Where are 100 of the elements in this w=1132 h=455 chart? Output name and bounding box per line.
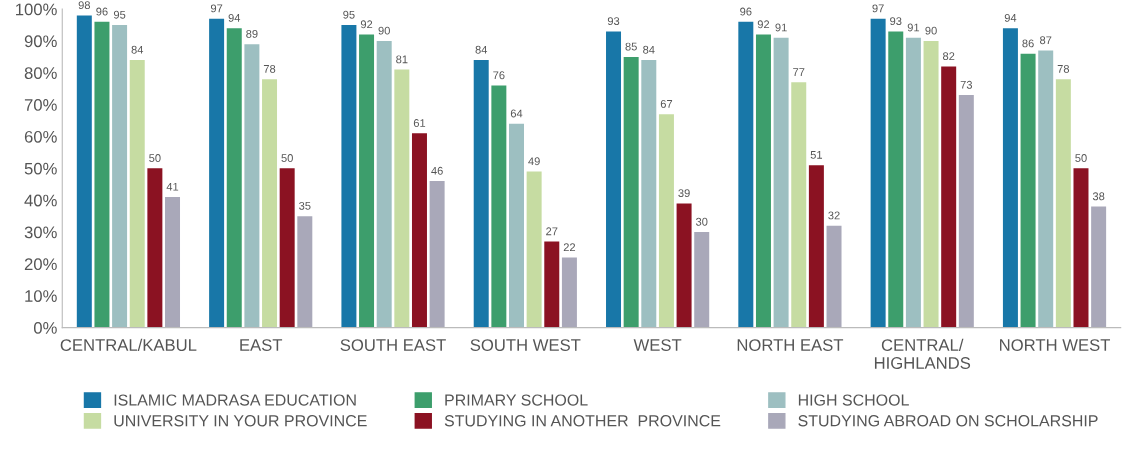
y-tick-label: 0% [33, 322, 57, 334]
bar [544, 241, 560, 328]
bar [1038, 50, 1054, 328]
y-tick-label: 70% [24, 99, 57, 111]
bar [129, 60, 145, 328]
data-label: 78 [1057, 64, 1070, 73]
data-label: 97 [210, 4, 223, 13]
bar [509, 123, 524, 328]
data-label: 81 [396, 55, 408, 64]
data-label: 82 [942, 52, 955, 61]
bar [623, 56, 639, 328]
data-label: 91 [907, 23, 920, 32]
bar [341, 25, 357, 328]
data-label: 38 [1092, 192, 1105, 201]
bar [958, 95, 974, 328]
bar [561, 257, 577, 328]
y-tick-label: 100% [16, 3, 57, 16]
data-label: 35 [299, 201, 311, 210]
y-tick-label: 30% [24, 226, 57, 239]
bar [491, 85, 507, 328]
bar [606, 31, 622, 328]
data-label: 93 [890, 17, 902, 26]
data-label: 91 [775, 23, 787, 32]
bar [76, 15, 92, 328]
x-tick-label: CENTRAL/KABUL [60, 338, 197, 351]
bar [411, 133, 427, 328]
data-label: 87 [1040, 36, 1052, 45]
data-label: 96 [96, 7, 108, 16]
data-label: 84 [131, 45, 144, 54]
bar [1002, 28, 1018, 328]
legend-label: UNIVERSITY IN YOUR PROVINCE [114, 415, 367, 427]
data-label: 95 [113, 10, 126, 19]
data-label: 90 [378, 26, 390, 35]
bar [1055, 79, 1071, 328]
data-label: 50 [149, 154, 161, 162]
data-label: 41 [166, 182, 179, 191]
data-label: 84 [475, 45, 488, 54]
data-label: 77 [793, 68, 805, 76]
bar [641, 60, 657, 328]
legend-label: HIGH SCHOOL [798, 394, 909, 406]
bar [279, 168, 295, 328]
data-label: 64 [510, 109, 523, 118]
data-label: 85 [625, 42, 637, 51]
bar [359, 34, 375, 328]
bar [826, 225, 842, 328]
data-label: 78 [263, 64, 276, 73]
bar [773, 37, 789, 328]
data-label: 94 [1004, 13, 1017, 22]
data-label: 98 [78, 1, 91, 10]
bar [676, 203, 692, 328]
data-label: 96 [740, 7, 752, 16]
x-tick-label: CENTRAL/ HIGHLANDS [874, 338, 971, 369]
data-label: 50 [281, 154, 293, 162]
bar [658, 114, 674, 328]
y-tick-label: 80% [24, 67, 57, 79]
y-tick-label: 40% [24, 194, 57, 207]
legend-label: STUDYING ABROAD ON SCHOLARSHIP [798, 415, 1098, 427]
bar [755, 34, 771, 328]
x-tick-label: NORTH WEST [1000, 339, 1111, 351]
bar [473, 60, 489, 328]
bar [1073, 168, 1089, 328]
data-label: 93 [607, 17, 620, 26]
data-label: 32 [828, 211, 840, 220]
bar [791, 82, 807, 328]
bar [429, 181, 445, 328]
bar [394, 69, 410, 328]
bar [738, 21, 754, 328]
y-tick-label: 60% [24, 130, 57, 143]
x-tick-label: NORTH EAST [737, 339, 844, 351]
bar [526, 171, 542, 328]
bar [297, 216, 313, 328]
bar [209, 18, 225, 328]
data-label: 76 [493, 71, 505, 80]
data-label: 89 [246, 29, 258, 38]
data-label: 95 [343, 10, 355, 19]
data-label: 22 [563, 243, 576, 252]
bar [147, 168, 163, 328]
x-tick-label: SOUTH EAST [340, 339, 446, 351]
data-label: 92 [757, 20, 770, 29]
data-label: 73 [960, 80, 973, 89]
bar [244, 44, 260, 328]
data-label: 94 [228, 13, 241, 22]
x-tick-label: EAST [240, 339, 283, 351]
bar [165, 197, 181, 328]
data-label: 92 [360, 20, 373, 29]
bar [226, 28, 242, 328]
y-tick-label: 10% [25, 290, 57, 302]
bar [262, 79, 278, 328]
y-tick-label: 20% [24, 258, 57, 271]
bar [1091, 206, 1107, 328]
bar [112, 25, 128, 328]
y-tick-label: 50% [24, 162, 57, 175]
data-label: 86 [1022, 39, 1034, 48]
data-label: 30 [695, 217, 708, 226]
bar [808, 165, 824, 328]
data-label: 49 [528, 157, 540, 166]
data-label: 61 [413, 119, 426, 127]
bar [905, 37, 921, 328]
bar [870, 18, 886, 328]
y-tick-label: 90% [24, 35, 57, 48]
